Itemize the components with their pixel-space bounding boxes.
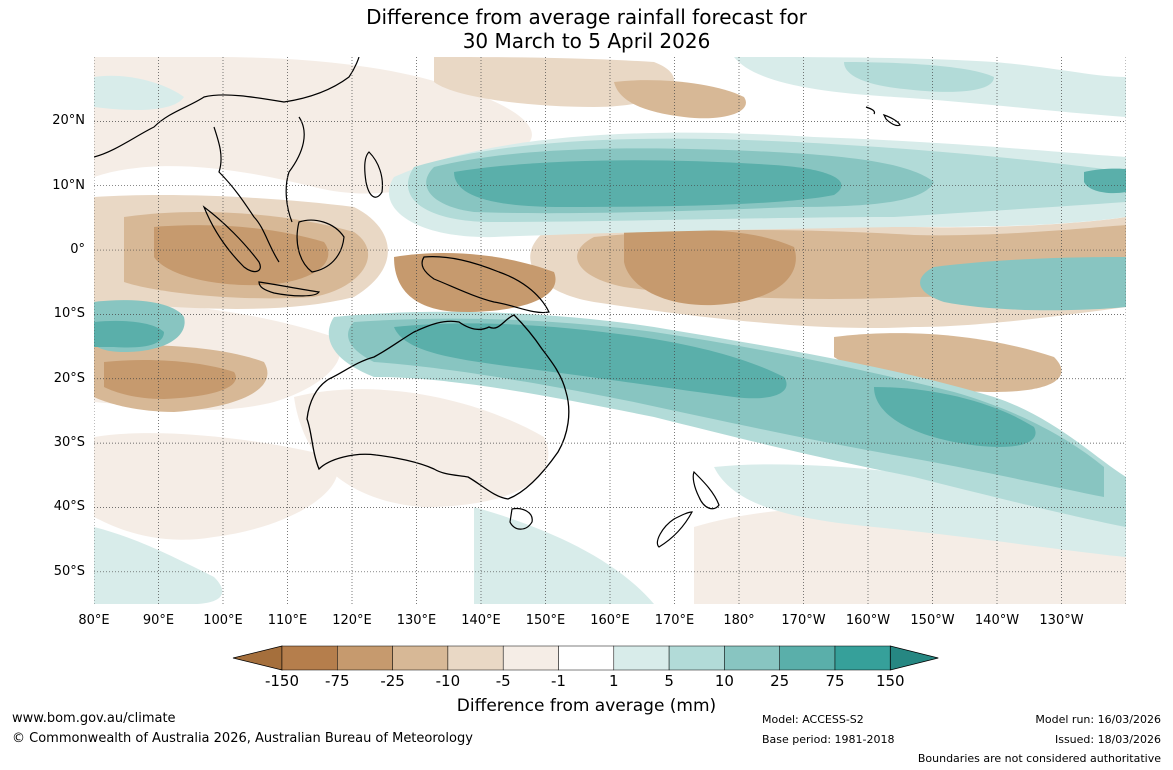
australia-coastline — [306, 314, 570, 500]
hawaii-coastline — [865, 106, 901, 127]
lon-label-120e: 120°E — [332, 613, 372, 628]
lat-label-50s: 50°S — [53, 563, 85, 579]
lon-label-110e: 110°E — [267, 613, 308, 628]
website-link[interactable]: www.bom.gov.au/climate — [12, 711, 176, 726]
tasmania-coastline — [509, 507, 533, 530]
lon-label-160e: 160°E — [590, 613, 630, 628]
base-period: Base period: 1981-2018 — [762, 733, 895, 746]
colorbar-segment — [668, 645, 725, 671]
model-run-date: Model run: 16/03/2026 — [1035, 713, 1161, 726]
rainfall-map — [94, 57, 1126, 604]
lon-label-130e: 130°E — [396, 613, 437, 628]
colorbar-segment — [779, 645, 836, 671]
colorbar-label: 25 — [770, 672, 790, 690]
colorbar — [232, 645, 939, 671]
lon-label-140e: 140°E — [461, 613, 501, 628]
lon-label-100e: 100°E — [203, 613, 243, 628]
lon-label-150w: 150°W — [910, 613, 955, 628]
colorbar-segment — [558, 645, 615, 671]
colorbar-segment — [281, 645, 338, 671]
colorbar-segment — [834, 645, 891, 671]
boundaries-disclaimer: Boundaries are not considered authoritat… — [917, 752, 1161, 765]
rainfall-map-svg — [94, 57, 1126, 604]
wet-belts — [94, 57, 1126, 527]
colorbar-segment — [502, 645, 559, 671]
colorbar-label: 1 — [609, 672, 619, 690]
asia-coastline — [94, 57, 360, 263]
lon-label-90e: 90°E — [142, 613, 175, 628]
new-zealand-coastline — [656, 470, 720, 548]
colorbar-label: -5 — [495, 672, 511, 690]
lat-label-0: 0° — [70, 242, 85, 258]
issued-date: Issued: 18/03/2026 — [1054, 733, 1161, 746]
model-name: Model: ACCESS-S2 — [762, 713, 864, 726]
lat-label-10n: 10°N — [52, 177, 85, 193]
colorbar-label: 5 — [664, 672, 674, 690]
colorbar-label: -75 — [325, 672, 350, 690]
map-title-line1: Difference from average rainfall forecas… — [366, 5, 807, 29]
colorbar-segment — [724, 645, 780, 671]
colorbar-extend-high — [889, 645, 939, 671]
lon-label-150e: 150°E — [525, 613, 566, 628]
java-coastline — [258, 281, 320, 297]
new-guinea-coastline — [421, 256, 550, 314]
lon-label-170e: 170°E — [654, 613, 695, 628]
colorbar-segment — [447, 645, 504, 671]
lon-label-80e: 80°E — [78, 613, 110, 628]
colorbar-segment — [337, 645, 393, 671]
philippines-coastline — [364, 151, 384, 198]
colorbar-label: 150 — [875, 672, 905, 690]
lon-label-160w: 160°W — [845, 613, 891, 628]
colorbar-segment — [613, 645, 670, 671]
map-title-line2: 30 March to 5 April 2026 — [462, 29, 711, 53]
colorbar-title: Difference from average (mm) — [456, 696, 717, 716]
lon-label-130w: 130°W — [1039, 613, 1084, 628]
colorbar-label: -10 — [435, 672, 461, 690]
lat-label-20n: 20°N — [52, 113, 85, 129]
colorbar-label: -150 — [264, 672, 300, 690]
colorbar-label: -25 — [380, 672, 405, 690]
colorbar-label: 75 — [825, 672, 845, 690]
lon-label-170w: 170°W — [781, 613, 826, 628]
colorbar-segment — [392, 645, 449, 671]
lon-label-140w: 140°W — [974, 613, 1020, 628]
graticule — [94, 57, 1126, 604]
colorbar-label: 10 — [714, 672, 734, 690]
copyright-text: © Commonwealth of Australia 2026, Austra… — [12, 731, 473, 746]
sumatra-coastline — [202, 205, 261, 273]
lat-label-40s: 40°S — [53, 499, 85, 515]
lat-label-10s: 10°S — [53, 306, 85, 322]
colorbar-extend-low — [232, 645, 283, 671]
lat-label-30s: 30°S — [53, 435, 85, 451]
lat-label-20s: 20°S — [53, 370, 85, 386]
lon-label-180: 180° — [723, 613, 755, 628]
colorbar-label: -1 — [551, 672, 566, 690]
borneo-coastline — [296, 219, 345, 273]
